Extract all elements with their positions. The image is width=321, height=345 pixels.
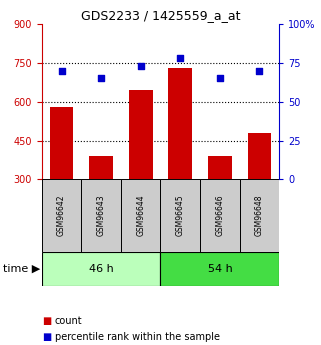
Point: [59, 68, 64, 73]
Text: ■: ■: [42, 316, 51, 326]
Text: time ▶: time ▶: [3, 264, 40, 274]
Text: GSM96645: GSM96645: [176, 195, 185, 236]
Bar: [200, 179, 240, 252]
Bar: [42, 179, 81, 252]
Point: [99, 76, 104, 81]
Bar: [129, 90, 152, 179]
Bar: [81, 179, 121, 252]
Bar: [89, 156, 113, 179]
Text: percentile rank within the sample: percentile rank within the sample: [55, 332, 220, 342]
Text: ■: ■: [42, 332, 51, 342]
Point: [138, 63, 143, 69]
Bar: [169, 68, 192, 179]
Bar: [208, 156, 232, 179]
Text: GSM96642: GSM96642: [57, 195, 66, 236]
Text: GDS2233 / 1425559_a_at: GDS2233 / 1425559_a_at: [81, 9, 240, 22]
Bar: [247, 133, 271, 179]
Point: [257, 68, 262, 73]
Bar: [160, 179, 200, 252]
Text: count: count: [55, 316, 82, 326]
Bar: [160, 252, 279, 286]
Bar: [50, 107, 74, 179]
Text: 54 h: 54 h: [207, 264, 232, 274]
Text: GSM96644: GSM96644: [136, 195, 145, 236]
Bar: [240, 179, 279, 252]
Text: GSM96643: GSM96643: [97, 195, 106, 236]
Bar: [121, 179, 160, 252]
Text: GSM96648: GSM96648: [255, 195, 264, 236]
Bar: [42, 252, 160, 286]
Point: [217, 76, 222, 81]
Text: GSM96646: GSM96646: [215, 195, 224, 236]
Text: 46 h: 46 h: [89, 264, 114, 274]
Point: [178, 56, 183, 61]
